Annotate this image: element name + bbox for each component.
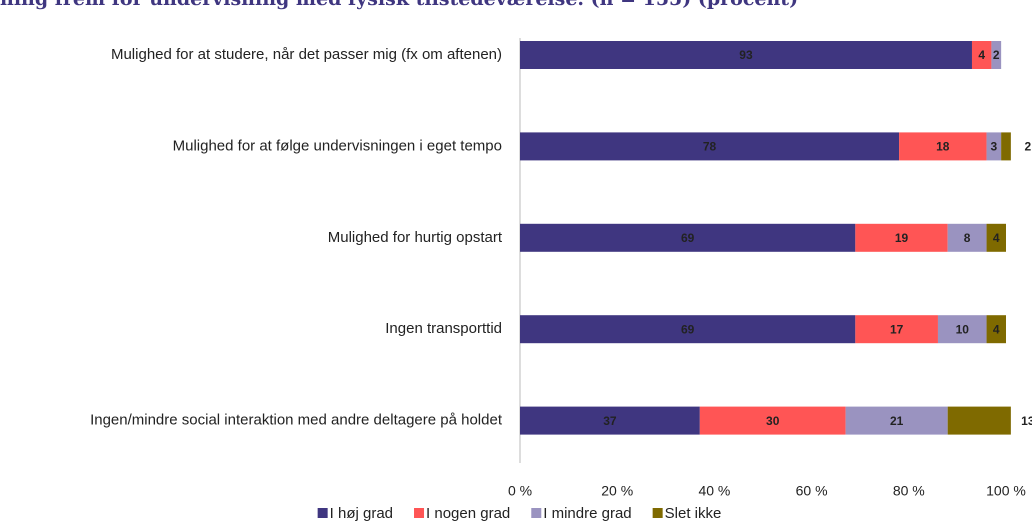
legend-swatch <box>652 508 663 518</box>
x-tick-label: 40 % <box>698 483 730 499</box>
bar-segment <box>937 315 987 344</box>
legend-label: I høj grad <box>330 505 393 522</box>
x-tick-label: 0 % <box>508 483 532 499</box>
category-label: Ingen transporttid <box>385 320 502 337</box>
x-tick-label: 20 % <box>601 483 633 499</box>
value-label: 78 <box>703 140 717 154</box>
bar-segment <box>520 406 700 435</box>
bar-segment <box>699 406 846 435</box>
value-label: 19 <box>895 231 909 245</box>
bar-segment <box>947 406 1011 435</box>
bar-segment <box>986 223 1006 252</box>
x-tick-label: 100 % <box>986 483 1026 499</box>
value-label: 4 <box>993 322 1000 336</box>
bar-segment <box>520 132 900 161</box>
value-label: 69 <box>681 231 695 245</box>
legend-label: Slet ikke <box>665 505 722 522</box>
bar-segment <box>855 223 948 252</box>
x-tick-label: 60 % <box>796 483 828 499</box>
value-label: 2 <box>993 48 1000 62</box>
bar-segment <box>899 132 987 161</box>
bar-segment <box>947 223 987 252</box>
bar-segment <box>986 132 1002 161</box>
value-label: 21 <box>890 414 904 428</box>
value-label: 8 <box>964 231 971 245</box>
bar-segment <box>520 223 856 252</box>
bar-segment <box>855 315 938 344</box>
value-label: 17 <box>890 322 904 336</box>
value-label: 10 <box>956 322 970 336</box>
legend-label: I nogen grad <box>426 505 510 522</box>
legend-swatch <box>414 508 425 518</box>
value-label: 93 <box>739 48 753 62</box>
value-label: 30 <box>766 414 780 428</box>
category-label: Mulighed for at følge undervisningen i e… <box>173 137 502 154</box>
value-label: 18 <box>936 140 950 154</box>
legend-swatch <box>531 508 542 518</box>
value-label: 37 <box>603 414 617 428</box>
category-label: Mulighed for hurtig opstart <box>328 229 503 246</box>
value-label: 4 <box>978 48 985 62</box>
value-label: 4 <box>993 231 1000 245</box>
category-label: Mulighed for at studere, når det passer … <box>111 46 502 63</box>
value-label: 69 <box>681 322 695 336</box>
value-label: 2 <box>1025 140 1032 154</box>
bar-segment <box>971 41 992 69</box>
bar-segment <box>1001 132 1011 161</box>
bar-segment <box>520 315 856 344</box>
category-label: Ingen/mindre social interaktion med andr… <box>90 412 503 429</box>
value-label: 13 <box>1021 414 1032 428</box>
chart-title: ning frem for undervisning med fysisk ti… <box>0 0 798 10</box>
bar-segment <box>845 406 948 435</box>
value-label: 3 <box>991 140 998 154</box>
x-tick-label: 80 % <box>893 483 925 499</box>
bar-segment <box>991 41 1002 69</box>
bar-segment <box>520 41 972 69</box>
legend-swatch <box>317 508 328 518</box>
bar-segment <box>986 315 1006 344</box>
legend-label: I mindre grad <box>543 505 631 522</box>
